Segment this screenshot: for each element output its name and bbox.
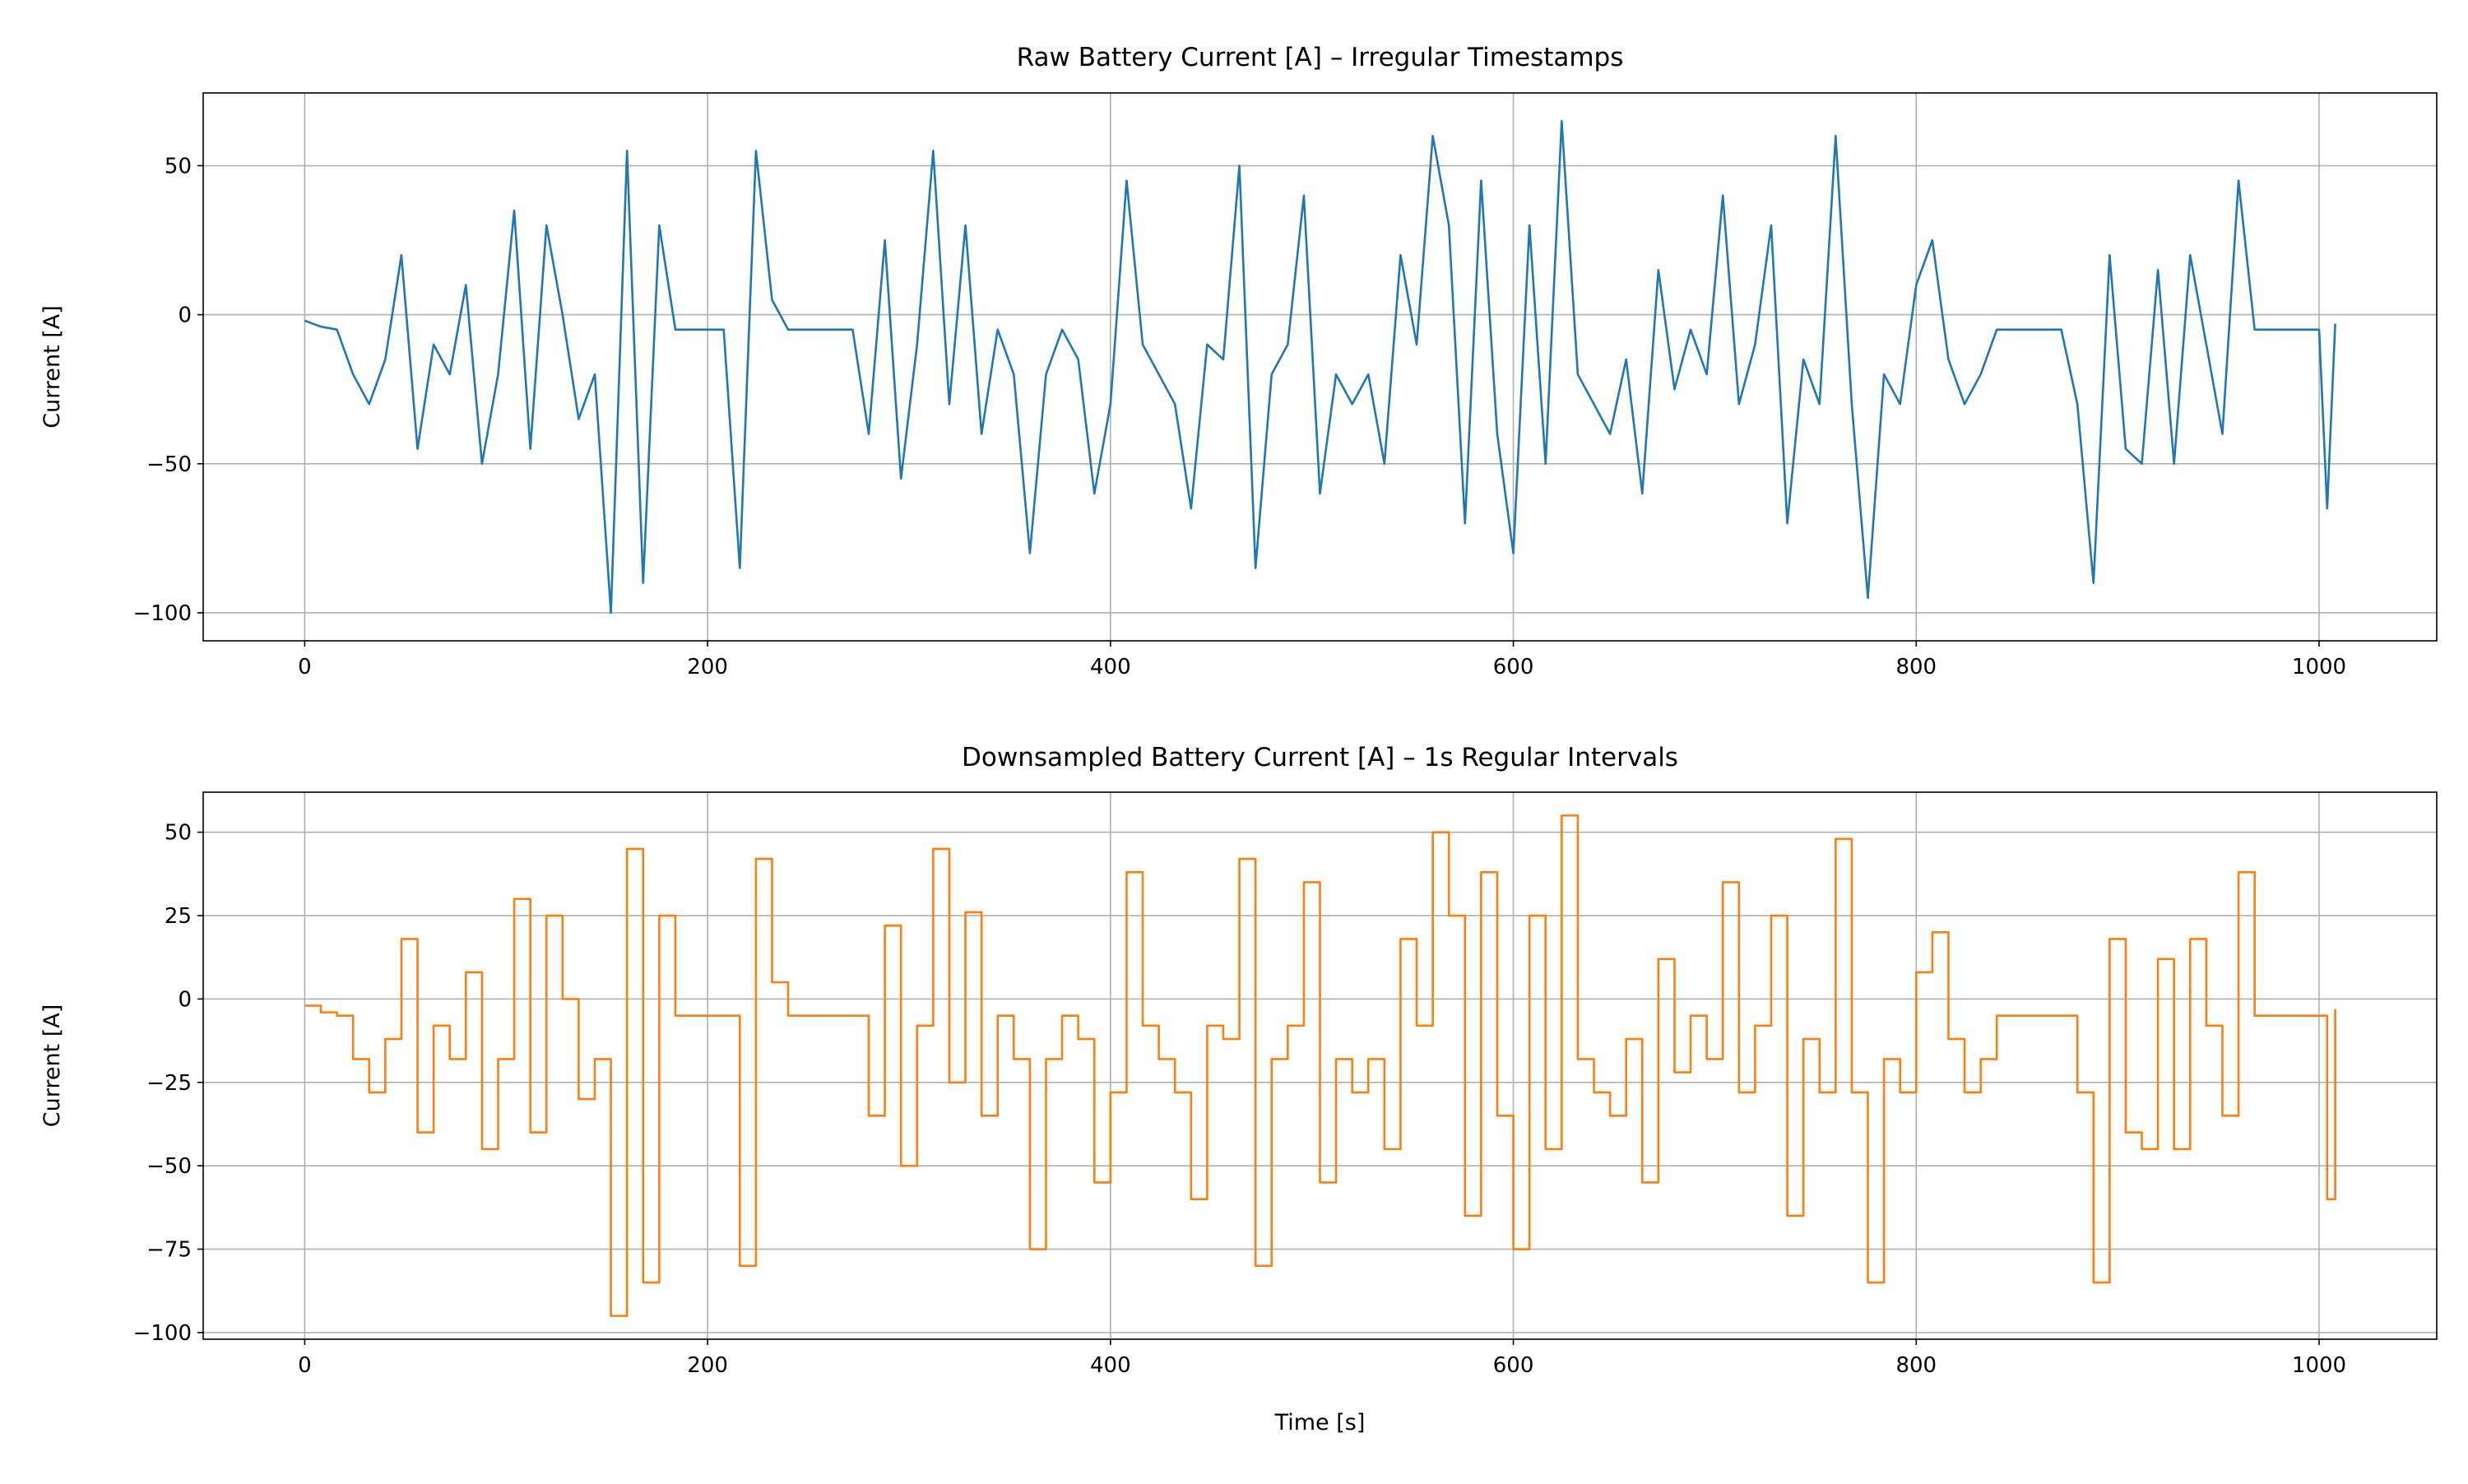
data-line <box>304 814 2336 1317</box>
x-tick-label: 200 <box>687 1353 728 1378</box>
y-tick-label: 50 <box>165 821 192 846</box>
data-line <box>304 119 2336 614</box>
y-tick-label: 0 <box>178 304 192 328</box>
x-tick-label: 1000 <box>2292 1353 2346 1378</box>
x-tick-label: 800 <box>1895 655 1937 679</box>
y-tick-label: −100 <box>133 1321 192 1346</box>
x-tick-label: 600 <box>1493 655 1534 679</box>
y-tick-label: 50 <box>165 154 192 179</box>
x-axis-label: Time [s] <box>1274 1410 1366 1435</box>
y-tick-label: −25 <box>146 1071 192 1096</box>
x-tick-label: 0 <box>298 655 312 679</box>
axes-frame <box>202 791 2438 1340</box>
x-tick-label: 600 <box>1493 1353 1534 1378</box>
y-tick-label: −50 <box>146 452 192 477</box>
x-tick-label: 400 <box>1090 655 1131 679</box>
x-tick-label: 200 <box>687 655 728 679</box>
y-tick-label: −100 <box>133 601 192 626</box>
chart-title: Raw Battery Current [A] – Irregular Time… <box>1017 43 1624 72</box>
x-tick-label: 0 <box>298 1353 312 1378</box>
x-tick-label: 400 <box>1090 1353 1131 1378</box>
y-tick-label: −50 <box>146 1154 192 1179</box>
axes-frame <box>202 92 2438 642</box>
y-axis-label: Current [A] <box>39 305 65 429</box>
x-tick-label: 800 <box>1895 1353 1937 1378</box>
x-tick-label: 1000 <box>2292 655 2346 679</box>
y-tick-label: 0 <box>178 987 192 1012</box>
chart-title: Downsampled Battery Current [A] – 1s Reg… <box>962 743 1678 772</box>
y-tick-label: −75 <box>146 1238 192 1263</box>
y-axis-label: Current [A] <box>39 1004 65 1128</box>
y-tick-label: 25 <box>165 904 192 929</box>
